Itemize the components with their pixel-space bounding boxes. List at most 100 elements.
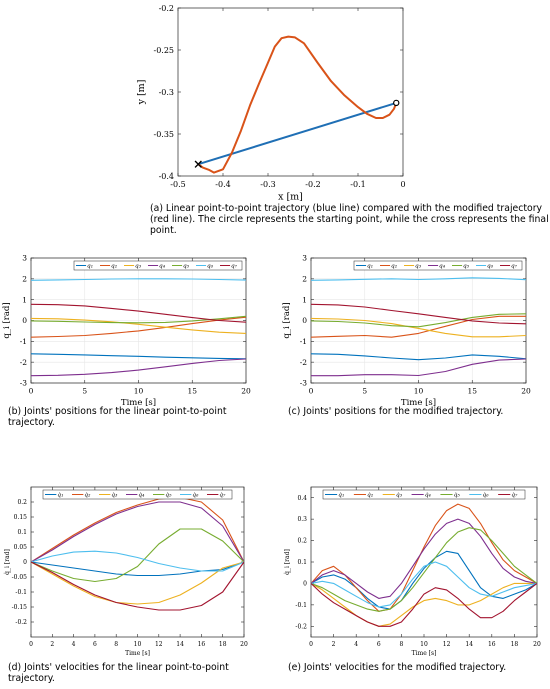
legend-label: q̇₄ bbox=[425, 493, 432, 499]
legend-label: q̇₆ bbox=[483, 493, 490, 499]
x-tick-label: -0.2 bbox=[305, 180, 320, 189]
chart-c: 0 5 10 15 20 -3 -2 -1 0 1 2 3 Time [s] q_i [rad] q₁ q₂ q… bbox=[282, 254, 531, 408]
legend-label: q₇ bbox=[231, 264, 238, 270]
x-tick-label: -0.1 bbox=[350, 180, 365, 189]
y-tick-label: -0.35 bbox=[153, 130, 174, 139]
caption-c: (c) Joints' positions for the modified t… bbox=[288, 406, 504, 417]
series-line-5 bbox=[31, 528, 244, 583]
y-tick-label: 0.05 bbox=[14, 544, 28, 551]
x-tick-label: 0 bbox=[309, 641, 313, 648]
y-tick-label: -0.3 bbox=[159, 88, 174, 97]
series-group bbox=[31, 278, 246, 377]
series-line-4 bbox=[311, 518, 537, 599]
y-tick-label: -0.1 bbox=[15, 589, 27, 596]
series-line-7 bbox=[311, 303, 526, 325]
y-tick-label: 1 bbox=[302, 295, 307, 304]
legend-label: q₁ bbox=[87, 264, 93, 270]
x-tick-label: 14 bbox=[176, 641, 184, 648]
plot-area bbox=[311, 487, 537, 637]
series-line-4 bbox=[311, 358, 526, 377]
legend-label: q̇₅ bbox=[454, 493, 461, 499]
series-line-2 bbox=[311, 315, 526, 338]
series-line-3 bbox=[311, 317, 526, 338]
legend-label: q₅ bbox=[463, 264, 470, 270]
x-tick-label: 4 bbox=[72, 641, 76, 648]
x-tick-label: 8 bbox=[399, 641, 403, 648]
x-tick-label: 10 bbox=[420, 641, 428, 648]
y-tick-label: 0.2 bbox=[297, 538, 307, 545]
series-group bbox=[31, 496, 244, 611]
x-tick-label: 16 bbox=[488, 641, 496, 648]
y-tick-label: -0.1 bbox=[295, 602, 307, 609]
series-line-2 bbox=[31, 496, 244, 563]
series-line-3 bbox=[31, 317, 246, 334]
legend-label: q₅ bbox=[183, 264, 190, 270]
x-tick-label: 0 bbox=[400, 180, 405, 189]
chart-a: -0.5 -0.4 -0.3 -0.2 -0.1 0-0.4-0.35-0.3-0.25-… bbox=[136, 4, 406, 203]
x-tick-label: 0 bbox=[29, 387, 34, 396]
legend-label: q̇₆ bbox=[192, 493, 199, 499]
y-tick-label: -0.2 bbox=[295, 623, 307, 630]
x-tick-label: 20 bbox=[240, 641, 248, 648]
end-point-marker bbox=[194, 160, 202, 168]
x-axis-label: Time [s] bbox=[412, 650, 437, 657]
y-tick-label: 0 bbox=[22, 316, 27, 325]
x-tick-label: 6 bbox=[93, 641, 97, 648]
x-tick-label: 0 bbox=[29, 641, 33, 648]
legend-label: q̇₃ bbox=[396, 493, 403, 499]
axis-box bbox=[30, 257, 247, 384]
y-tick-label: 0.1 bbox=[17, 529, 27, 536]
legend-label: q₇ bbox=[511, 264, 518, 270]
x-tick-label: 8 bbox=[114, 641, 118, 648]
x-tick-label: 10 bbox=[134, 641, 142, 648]
x-tick-label: -0.5 bbox=[170, 180, 185, 189]
y-tick-label: 0.1 bbox=[297, 559, 307, 566]
legend-box bbox=[42, 489, 233, 500]
series-line-1 bbox=[311, 550, 537, 610]
y-tick-label: 0.4 bbox=[297, 495, 307, 502]
legend-label: q₃ bbox=[135, 264, 142, 270]
x-tick-label: 12 bbox=[443, 641, 451, 648]
y-tick-label: 0 bbox=[303, 581, 307, 588]
x-tick-label: 14 bbox=[465, 641, 473, 648]
legend-label: q₂ bbox=[111, 264, 118, 270]
legend-label: q̇₂ bbox=[84, 493, 91, 499]
y-tick-label: 0 bbox=[23, 559, 27, 566]
x-tick-label: 5 bbox=[362, 387, 367, 396]
series-line-4 bbox=[31, 358, 246, 377]
y-axis-label: q_i [rad] bbox=[282, 302, 292, 338]
legend-label: q₆ bbox=[487, 264, 494, 270]
plot-area bbox=[31, 487, 244, 637]
y-tick-label: -1 bbox=[300, 337, 307, 346]
series-group bbox=[311, 277, 526, 377]
x-tick-label: 12 bbox=[155, 641, 163, 648]
chart-d: 0 2 4 6 8 10 12 14 16 18 20 -0.2 -0.15 -0.1 -0.05 0 0.05… bbox=[4, 486, 248, 657]
series-line-5 bbox=[311, 313, 526, 328]
x-tick-label: 2 bbox=[50, 641, 54, 648]
x-tick-label: 20 bbox=[521, 387, 531, 396]
y-tick-label: -0.4 bbox=[159, 172, 174, 181]
caption-e: (e) Joints' velocities for the modified … bbox=[288, 662, 507, 673]
x-tick-label: 20 bbox=[241, 387, 251, 396]
legend-label: q₄ bbox=[159, 264, 166, 270]
y-tick-label: -0.15 bbox=[12, 604, 28, 611]
series-line-4 bbox=[31, 501, 244, 563]
x-tick-label: 16 bbox=[198, 641, 206, 648]
legend-label: q̇₅ bbox=[165, 493, 172, 499]
y-tick-label: -3 bbox=[20, 379, 28, 388]
caption-d: (d) Joints' velocities for the linear po… bbox=[8, 662, 229, 684]
caption-a: (a) Linear point-to-point trajectory (bl… bbox=[150, 203, 549, 236]
series-line-1 bbox=[311, 353, 526, 361]
series-line-2 bbox=[31, 316, 246, 338]
series-line-7 bbox=[31, 303, 246, 323]
axis-box bbox=[310, 257, 527, 384]
x-tick-label: 18 bbox=[511, 641, 519, 648]
series-line-6 bbox=[31, 278, 246, 281]
caption-b: (b) Joints' positions for the linear poi… bbox=[8, 406, 227, 428]
y-tick-label: 2 bbox=[22, 274, 27, 283]
y-tick-label: 0.15 bbox=[14, 514, 28, 521]
legend-label: q̇₂ bbox=[367, 493, 374, 499]
x-tick-label: 20 bbox=[533, 641, 541, 648]
y-tick-label: 0 bbox=[302, 316, 307, 325]
